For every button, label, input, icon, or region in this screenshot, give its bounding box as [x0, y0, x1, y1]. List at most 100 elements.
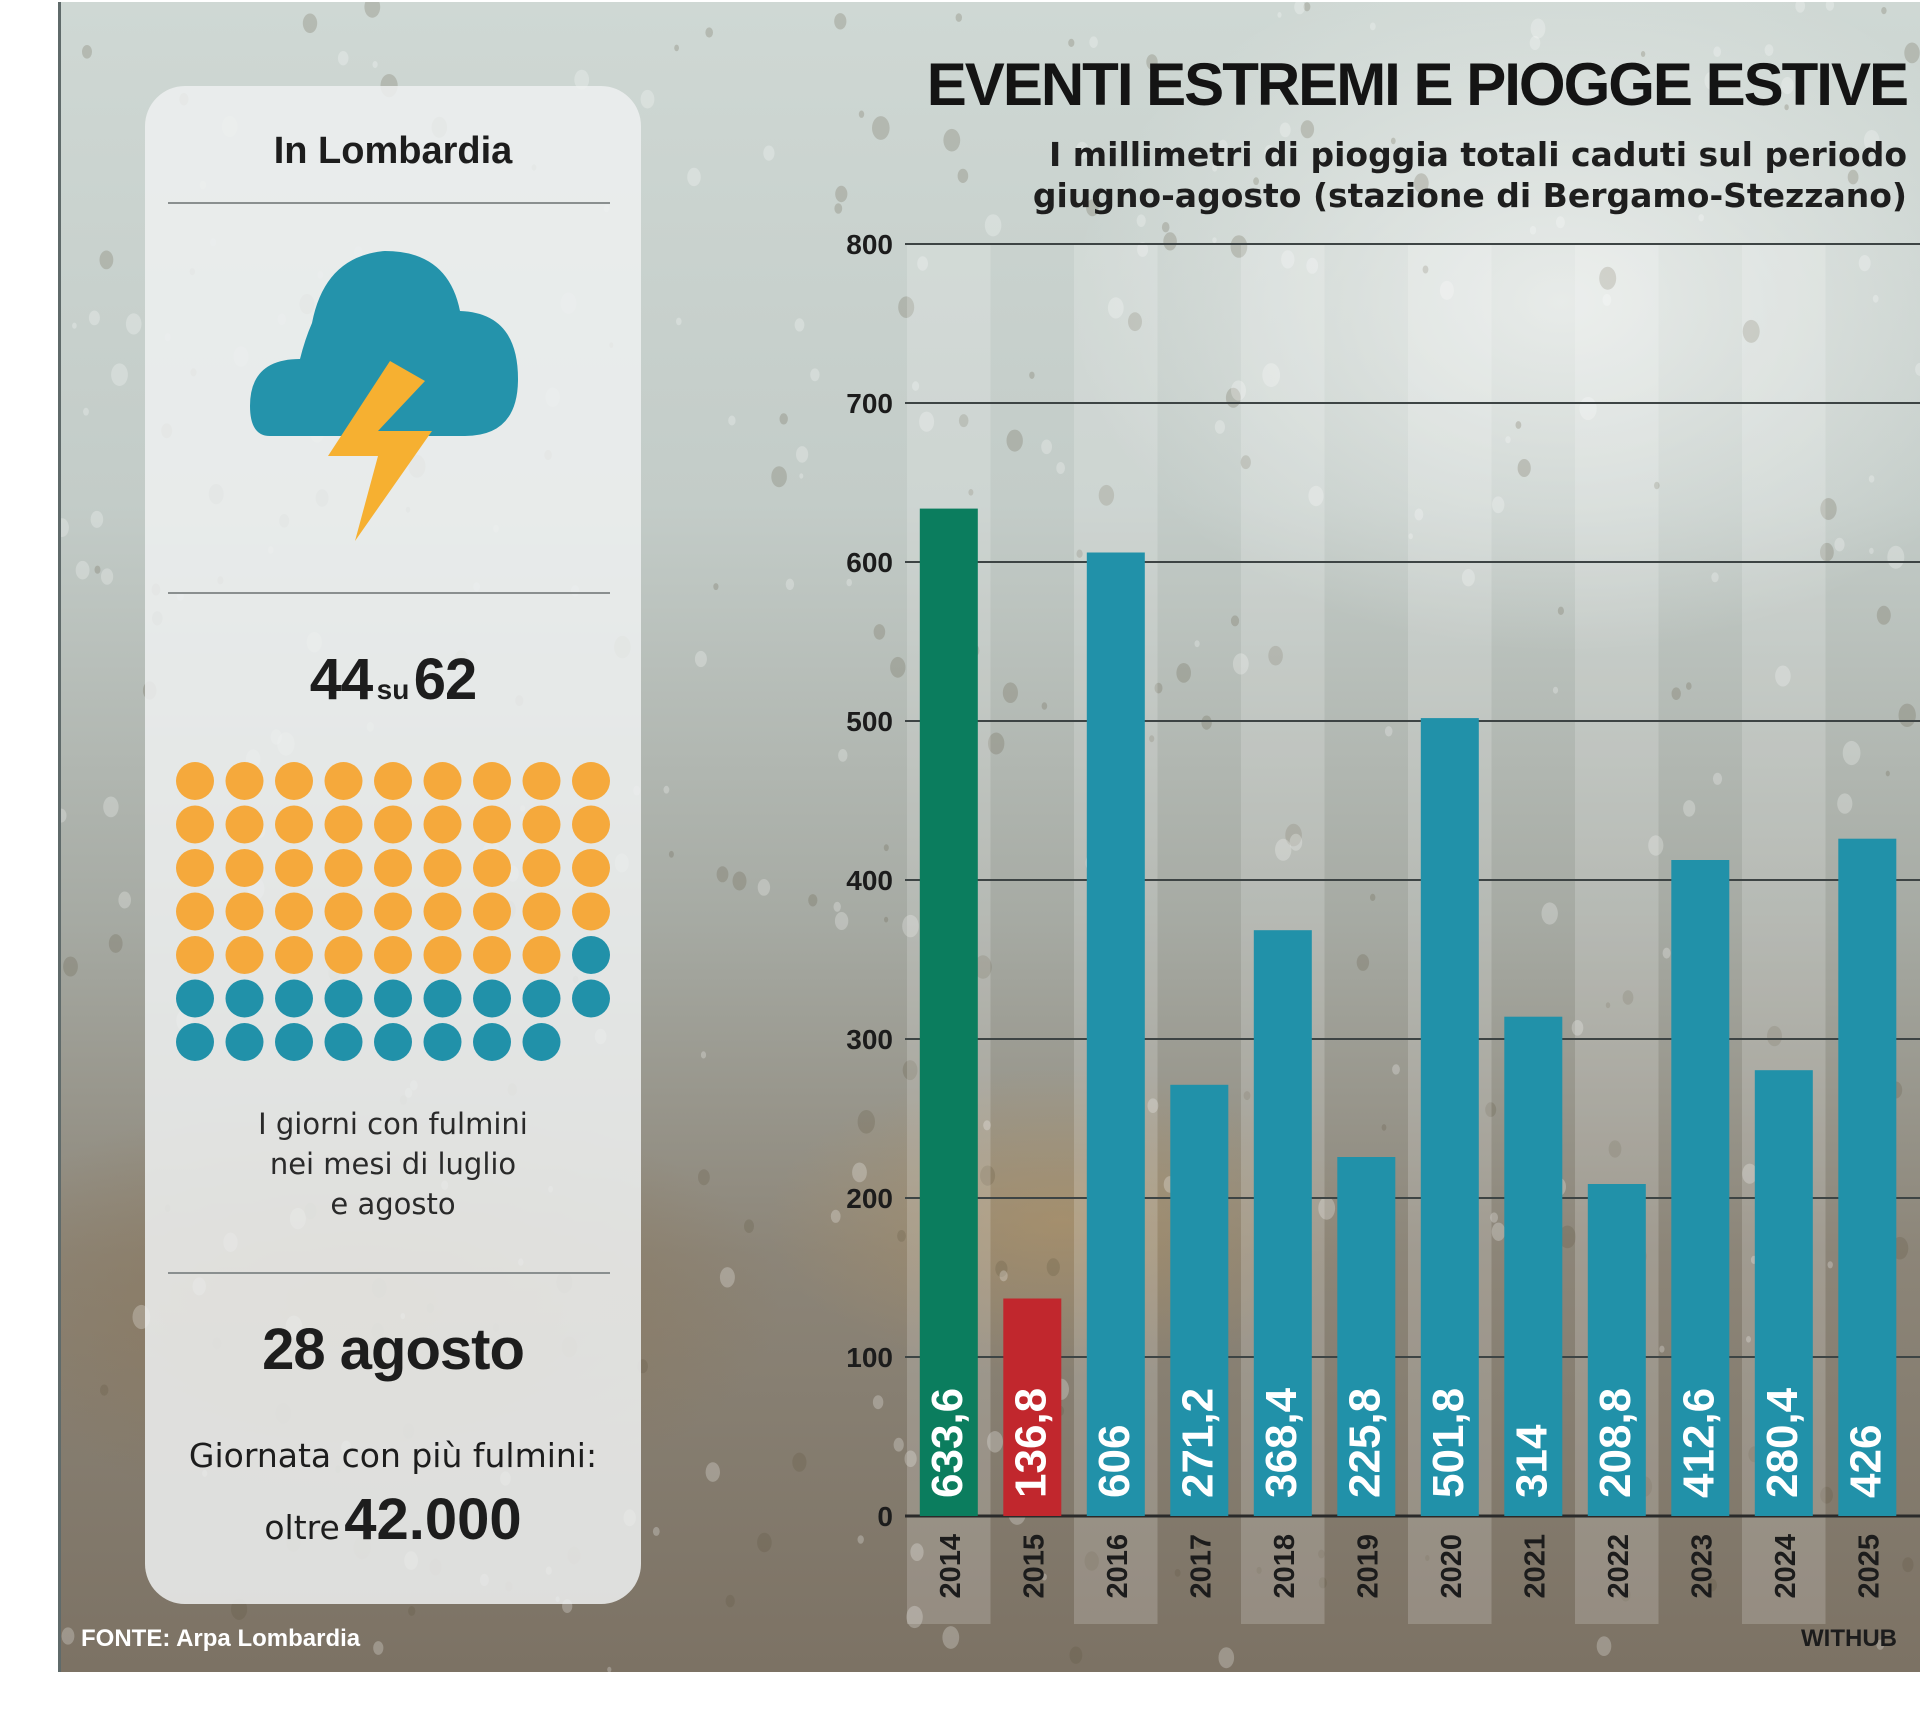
- lightning-day-dot: [473, 936, 511, 974]
- rain-drop: [1218, 139, 1228, 153]
- data-label: 208,8: [1591, 1388, 1640, 1498]
- lightning-day-dot: [324, 762, 363, 800]
- rain-drop: [1654, 481, 1660, 490]
- rain-drop: [61, 1627, 75, 1645]
- rain-drop: [810, 368, 820, 382]
- rain-drop: [1308, 485, 1324, 507]
- rain-drop: [1356, 954, 1370, 971]
- bar-2021: [1504, 1016, 1563, 1516]
- rain-drop: [72, 322, 77, 329]
- rain-drop: [1107, 297, 1124, 319]
- bar-2016: [1086, 552, 1145, 1516]
- rain-drop: [1174, 1569, 1181, 1577]
- rain-drop: [1006, 429, 1023, 452]
- rain-drop: [705, 27, 713, 38]
- data-label: 314: [1507, 1424, 1556, 1498]
- rain-drop: [1781, 77, 1794, 95]
- lightning-day-dot: [225, 805, 264, 844]
- x-tick-label: 2020: [1436, 1534, 1468, 1599]
- rain-drop: [902, 914, 919, 938]
- rain-drop: [1195, 1539, 1202, 1548]
- rain-drop: [607, 1666, 612, 1672]
- rain-drop: [108, 934, 123, 953]
- peak-caption: Giornata con più fulmini:: [188, 1436, 598, 1475]
- rain-drop: [999, 1270, 1008, 1282]
- rain-drop: [408, 1606, 416, 1616]
- rain-drop: [988, 732, 1005, 755]
- rain-drop: [1461, 569, 1475, 587]
- lightning-day-dot: [275, 762, 313, 800]
- rain-drop: [1289, 833, 1303, 851]
- total-days: 62: [413, 647, 478, 712]
- data-label: 501,8: [1424, 1388, 1473, 1498]
- lightning-day-dot: [423, 805, 462, 844]
- rain-drop: [1098, 484, 1115, 506]
- lightning-day-dot: [225, 936, 264, 974]
- rain-drop: [1218, 1647, 1235, 1669]
- lightning-day-dot: [522, 805, 561, 844]
- other-day-dot: [423, 979, 462, 1018]
- x-tick-label: 2022: [1603, 1534, 1635, 1599]
- rain-drop: [898, 296, 915, 319]
- rain-drop: [1002, 682, 1019, 703]
- rain-drop: [1559, 1225, 1576, 1249]
- rain-drop: [1648, 835, 1664, 856]
- lightning-day-dot: [374, 762, 412, 800]
- rain-drop: [1795, 2, 1806, 13]
- rain-drop: [1414, 508, 1424, 521]
- data-label: 368,4: [1257, 1387, 1306, 1498]
- rain-drop: [302, 13, 318, 34]
- days-dot-grid: [176, 762, 610, 1061]
- rain-drop: [1555, 216, 1565, 229]
- rain-drop: [364, 2, 381, 18]
- rain-drop: [1704, 71, 1718, 90]
- rain-drop: [834, 912, 849, 930]
- rain-drop: [1194, 640, 1200, 648]
- lightning-day-dot: [572, 892, 610, 931]
- rain-drop: [799, 473, 804, 479]
- rain-drop: [1146, 54, 1158, 70]
- rain-drop: [1147, 1098, 1159, 1113]
- rain-drop: [1842, 740, 1861, 766]
- lightning-day-dot: [225, 892, 264, 931]
- rain-drop: [1303, 2, 1311, 12]
- days-caption-line-3: e agosto: [330, 1187, 456, 1221]
- rain-drop: [1413, 173, 1429, 194]
- rain-drop: [757, 879, 771, 896]
- rain-drop: [1392, 1064, 1400, 1075]
- rain-drop: [1041, 1573, 1047, 1581]
- rain-drop: [835, 185, 848, 203]
- other-day-dot: [374, 1023, 412, 1061]
- rain-drop: [1041, 439, 1052, 455]
- bar-2022: [1587, 1184, 1646, 1516]
- bar-2017: [1170, 1084, 1229, 1516]
- lightning-day-dot: [374, 849, 412, 887]
- rain-drop: [1300, 120, 1315, 139]
- x-tick-label: 2024: [1770, 1534, 1802, 1599]
- rain-drop: [1318, 1196, 1336, 1220]
- ratio-separator: su: [376, 674, 410, 705]
- rain-drop: [1425, 1555, 1430, 1561]
- lightning-day-dot: [324, 936, 363, 974]
- rain-drop: [757, 1532, 772, 1553]
- bar-2025: [1838, 838, 1897, 1516]
- data-label: 225,8: [1340, 1388, 1389, 1498]
- rain-drop: [83, 407, 89, 416]
- x-tick-label: 2016: [1102, 1534, 1134, 1599]
- divider: [168, 202, 610, 204]
- rain-drop: [1858, 255, 1871, 272]
- lightning-day-dot: [275, 849, 313, 887]
- rain-drop: [1163, 232, 1177, 251]
- rain-drop: [744, 1219, 754, 1233]
- rain-drop: [1596, 1636, 1612, 1656]
- rain-drop: [873, 624, 886, 640]
- rain-drop: [1275, 838, 1292, 861]
- rain-drop: [984, 214, 1002, 237]
- lightning-day-dot: [225, 762, 264, 800]
- rain-drop: [1868, 475, 1875, 483]
- rain-drop: [111, 363, 128, 387]
- rain-drop: [373, 1641, 384, 1655]
- other-day-dot: [275, 1023, 313, 1061]
- rain-drop: [1887, 545, 1905, 569]
- rain-drop: [1876, 1639, 1885, 1650]
